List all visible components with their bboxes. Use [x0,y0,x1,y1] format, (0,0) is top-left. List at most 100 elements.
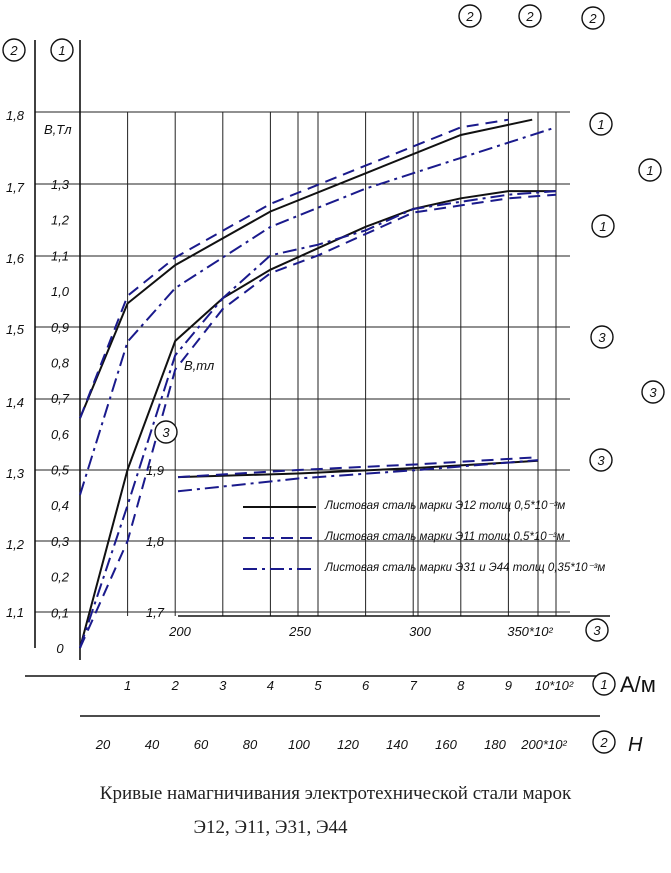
scale-marker: 3 [154,420,178,444]
scale-marker: 1 [589,112,613,136]
scale-marker-label: 3 [649,385,657,400]
legend-label: Листовая сталь марки Э11 толщ 0,5*10⁻³м [324,531,565,543]
outer-y-tick-label: 1,6 [6,251,25,266]
scale3-y-axis-label: B,тл [184,358,215,373]
outer-y-tick-label: 1,2 [6,537,25,552]
x-axis-3-tick-label: 200 [168,624,191,639]
grid [35,111,570,616]
curve-line [79,118,509,419]
scale3-y-tick-labels: 1,9 1,8 1,7 [146,463,165,620]
inner-y-tick-label: 0,9 [51,320,69,335]
scale-marker-label: 3 [162,425,170,440]
inner-y-tick-labels: 1,3 1,2 1,1 1,0 0,9 0,8 0,7 0,6 0,5 0,4 0,3 0,2 0,1 0 [51,177,70,656]
inner-y-tick-label: 0 [56,641,64,656]
x-axis-2-tick-label: 120 [337,737,359,752]
scale-marker: 2 [2,38,26,62]
outer-y-tick-label: 1,7 [6,180,25,195]
x-axis-1-tick-label: 10*10² [535,678,574,693]
scale-marker-label: 2 [465,9,474,24]
caption-line-2: Э12, Э11, Э31, Э44 [193,817,348,838]
x-axis-1-tick-label: 8 [457,678,465,693]
inner-y-tick-label: 1,0 [51,284,70,299]
scale3-y-tick-label: 1,9 [146,463,164,478]
x-axis-2-tick-label: 140 [386,737,408,752]
x-axis-2-tick-label: 80 [243,737,258,752]
x-axis-2-tick-label: 160 [435,737,457,752]
outer-y-tick-labels: 1,8 1,7 1,6 1,5 1,4 1,3 1,2 1,1 [6,108,25,620]
axes [25,40,610,717]
x-axis-1-tick-label: 2 [171,678,180,693]
x-axis-2-tick-label: 40 [145,737,160,752]
x-axis-3-tick-label: 350*10² [507,624,553,639]
scale-marker: 3 [585,618,609,642]
inner-y-tick-label: 0,8 [51,355,70,370]
scale-marker: 1 [592,672,616,696]
scale-marker: 3 [590,325,614,349]
curve-line [177,459,539,493]
x-axis-2-tick-label: 100 [288,737,310,752]
outer-y-tick-label: 1,4 [6,395,24,410]
curve-line [177,459,539,479]
scale-marker-label: 1 [58,43,65,58]
scale-marker: 3 [589,448,613,472]
x-axis-1-tick-label: 4 [267,678,274,693]
legend-label: Листовая сталь марки Э12 толщ 0,5*10⁻³м [324,500,565,512]
curve-line [79,118,533,419]
scale-marker-label: 2 [588,11,597,26]
scale-marker-label: 1 [600,677,607,692]
x-axis-1-tick-label: 1 [124,678,131,693]
outer-y-tick-label: 1,3 [6,466,25,481]
scale-marker-label: 2 [525,9,534,24]
x-axis-1-tick-label: 5 [314,678,322,693]
scale-marker: 1 [591,214,615,238]
inner-y-tick-label: 0,6 [51,427,70,442]
x-axis-1-tick-label: 6 [362,678,370,693]
x-axis-2-tick-label: 200*10² [520,737,567,752]
x-axis-1-tick-label: 3 [219,678,227,693]
x-axis-2-tick-labels: 20 40 60 80 100 120 140 160 180 200*10² [95,737,568,752]
scale-markers: 2 1 2 2 2 1 1 1 3 3 3 3 3 1 2 [2,4,665,754]
inner-y-tick-label: 0,5 [51,463,70,478]
scale-marker: 2 [458,4,482,28]
x-axis-2-tick-label: 60 [194,737,209,752]
curve-line [177,456,539,479]
scale-marker: 2 [592,730,616,754]
scale-marker: 2 [581,6,605,30]
scale-marker-label: 2 [599,735,608,750]
scale-marker-label: 2 [9,43,18,58]
x-axis-2-tick-label: 180 [484,737,506,752]
caption-line-1: Кривые намагничивания электротехнической… [99,783,572,804]
x-axis-3-tick-label: 300 [409,624,431,639]
x-axis-2-unit: Н [628,734,643,756]
curve-line [79,126,557,496]
scale-marker: 1 [638,158,662,182]
curve-line [79,190,557,649]
scale3-y-tick-label: 1,8 [146,534,165,549]
scale-marker-label: 3 [598,330,606,345]
x-axis-2-tick-label: 20 [95,737,111,752]
inner-y-tick-label: 0,2 [51,570,70,585]
scale-marker: 2 [518,4,542,28]
legend: Листовая сталь марки Э12 толщ 0,5*10⁻³м Л… [243,500,605,574]
inner-y-tick-label: 1,3 [51,177,70,192]
x-axis-3-tick-labels: 200 250 300 350*10² [168,624,553,639]
scale-marker-label: 3 [597,453,605,468]
inner-y-tick-label: 1,1 [51,248,69,263]
inner-y-tick-label: 0,4 [51,498,69,513]
inner-y-axis-label: B,Tл [44,122,72,137]
curve-line [79,190,556,649]
scale-marker-label: 1 [599,219,606,234]
inner-y-tick-label: 0,1 [51,605,69,620]
outer-y-tick-label: 1,5 [6,322,25,337]
scale3-y-tick-label: 1,7 [146,605,165,620]
scale-marker: 3 [641,380,665,404]
inner-y-tick-label: 0,7 [51,391,70,406]
inner-y-tick-label: 1,2 [51,213,70,228]
scale-marker: 1 [50,38,74,62]
legend-label: Листовая сталь марки Э31 и Э44 толщ 0,35… [324,562,605,574]
x-axis-1-tick-labels: 1 2 3 4 5 6 7 8 9 10*10² [124,678,574,693]
scale-marker-label: 1 [646,163,653,178]
outer-y-tick-label: 1,1 [6,605,24,620]
x-axis-1-unit: А/м [620,672,656,697]
